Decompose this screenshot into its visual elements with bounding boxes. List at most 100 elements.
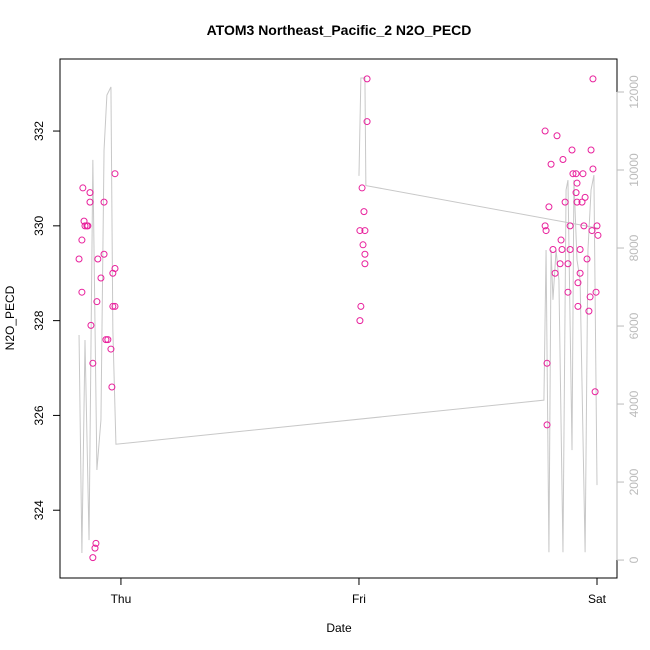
y2-tick-label: 6000 (627, 312, 641, 339)
point (111, 302, 119, 310)
point (568, 146, 576, 154)
point (358, 184, 366, 192)
point (542, 227, 550, 235)
point (551, 269, 559, 277)
point (94, 255, 102, 263)
point (580, 222, 588, 230)
point (559, 155, 567, 163)
point (564, 260, 572, 268)
point (91, 544, 99, 552)
point (541, 127, 549, 135)
point (586, 293, 594, 301)
y2-tick-label: 12000 (627, 75, 641, 109)
point (573, 198, 581, 206)
point (75, 255, 83, 263)
point (360, 208, 368, 216)
point (589, 165, 597, 173)
point (357, 302, 365, 310)
point (86, 198, 94, 206)
x-axis-label: Date (326, 621, 352, 635)
point (84, 222, 92, 230)
point (87, 321, 95, 329)
point (109, 302, 117, 310)
point (361, 260, 369, 268)
point (79, 184, 87, 192)
point (588, 227, 596, 235)
point (578, 198, 586, 206)
point (561, 198, 569, 206)
x-tick-label: Sat (588, 592, 607, 606)
point (594, 231, 602, 239)
point (541, 222, 549, 230)
point (576, 269, 584, 277)
y2-tick-label: 0 (627, 556, 641, 563)
point (592, 288, 600, 296)
point (585, 307, 593, 315)
point (356, 227, 364, 235)
point (569, 170, 577, 178)
point (583, 255, 591, 263)
point (89, 554, 97, 562)
point (102, 336, 110, 344)
point (86, 189, 94, 197)
point (549, 246, 557, 254)
point (564, 288, 572, 296)
y-tick-label: 332 (32, 121, 46, 141)
point (81, 222, 89, 230)
point (92, 539, 100, 547)
y2-tick-label: 8000 (627, 234, 641, 261)
point (78, 236, 86, 244)
point (543, 421, 551, 429)
y-tick-label: 324 (32, 500, 46, 520)
point (589, 75, 597, 83)
point (104, 336, 112, 344)
y-tick-label: 330 (32, 216, 46, 236)
point (107, 345, 115, 353)
x-tick-label: Fri (352, 592, 366, 606)
point (576, 246, 584, 254)
y2-tick-label: 10000 (627, 153, 641, 187)
point (558, 246, 566, 254)
point (100, 198, 108, 206)
point (78, 288, 86, 296)
point (566, 222, 574, 230)
point (111, 264, 119, 272)
y2-tick-label: 2000 (627, 468, 641, 495)
point (97, 274, 105, 282)
point (108, 383, 116, 391)
point (579, 170, 587, 178)
point (100, 250, 108, 258)
point (545, 203, 553, 211)
y2-tick-label: 4000 (627, 390, 641, 417)
point (572, 170, 580, 178)
point (363, 75, 371, 83)
point (363, 118, 371, 126)
point (359, 241, 367, 249)
point (573, 179, 581, 187)
point (557, 236, 565, 244)
point (593, 222, 601, 230)
point (356, 317, 364, 325)
point (361, 227, 369, 235)
point (574, 302, 582, 310)
point (93, 298, 101, 306)
y-axis-label: N2O_PECD (3, 285, 17, 350)
point (591, 388, 599, 396)
point (89, 359, 97, 367)
x-tick-label: Thu (111, 592, 132, 606)
point (566, 246, 574, 254)
chart-title: ATOM3 Northeast_Pacific_2 N2O_PECD (207, 22, 472, 38)
point (547, 160, 555, 168)
point (556, 260, 564, 268)
point (543, 359, 551, 367)
point (587, 146, 595, 154)
point (574, 279, 582, 287)
point (572, 189, 580, 197)
point (111, 170, 119, 178)
point (553, 132, 561, 140)
point (361, 250, 369, 258)
y-tick-label: 326 (32, 405, 46, 425)
point (581, 193, 589, 201)
